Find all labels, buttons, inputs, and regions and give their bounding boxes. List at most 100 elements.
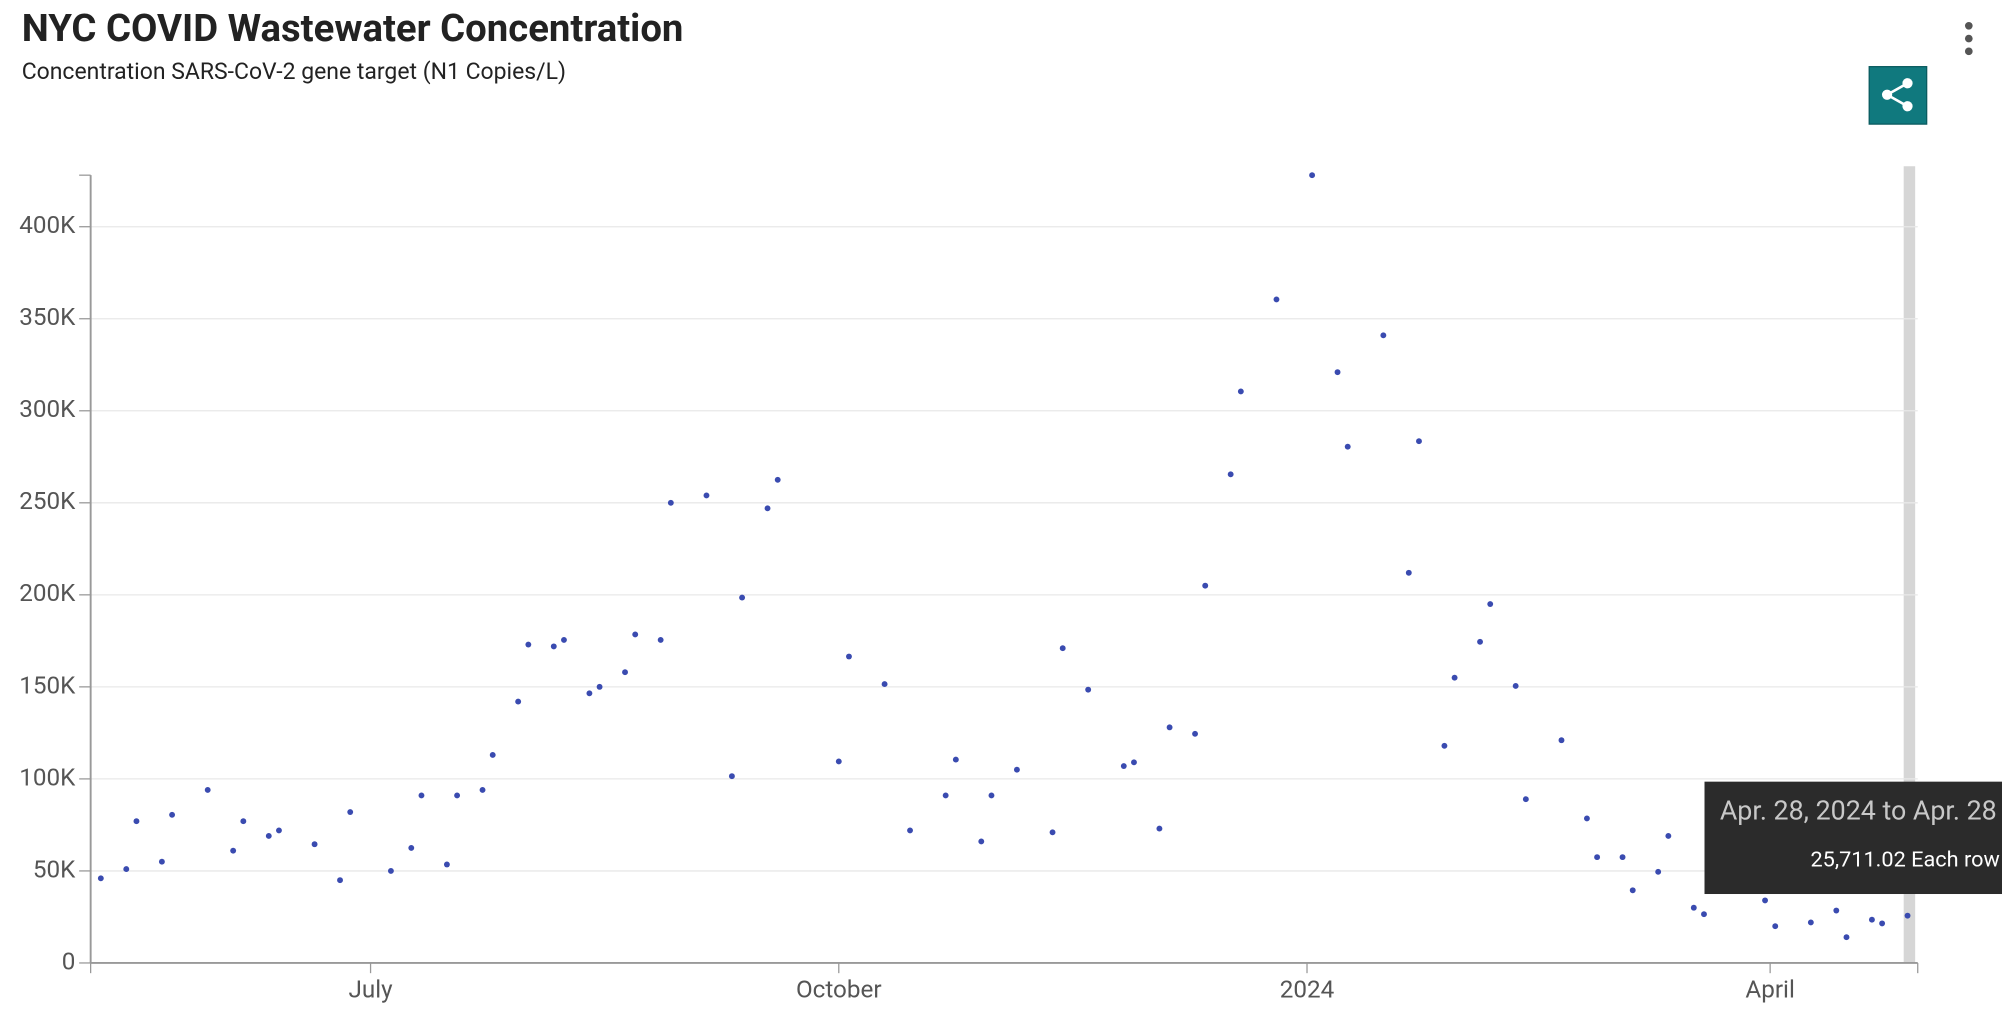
data-point <box>1227 471 1234 478</box>
data-point <box>988 792 995 799</box>
data-point <box>703 492 710 499</box>
data-point <box>97 875 104 882</box>
data-point <box>764 505 771 512</box>
data-point <box>204 787 211 793</box>
data-point <box>133 818 140 825</box>
x-tick-label: October <box>796 975 882 1003</box>
data-point <box>515 698 522 705</box>
data-point <box>1049 829 1056 836</box>
data-point <box>550 643 557 650</box>
data-point <box>337 877 343 884</box>
data-point <box>1665 833 1672 839</box>
data-point <box>1013 766 1020 773</box>
data-point <box>123 866 130 873</box>
data-point <box>657 636 664 643</box>
data-point <box>265 833 272 839</box>
data-point <box>846 653 852 660</box>
data-point <box>835 758 842 765</box>
data-point <box>978 838 985 845</box>
data-point <box>1629 887 1636 894</box>
data-point <box>1487 601 1494 607</box>
data-point <box>1451 674 1458 681</box>
data-point <box>408 844 415 851</box>
y-tick-label: 150K <box>19 671 76 699</box>
data-point <box>1131 759 1137 766</box>
data-point <box>1522 796 1529 803</box>
data-point <box>1344 443 1351 450</box>
data-point <box>387 867 394 874</box>
y-tick-label: 250K <box>19 487 76 515</box>
data-point <box>1772 923 1779 930</box>
data-point <box>311 841 318 848</box>
y-tick-label: 100K <box>19 763 76 791</box>
y-tick-label: 350K <box>19 303 76 331</box>
data-point <box>525 641 532 648</box>
share-button[interactable] <box>1868 66 1928 125</box>
data-point <box>1583 815 1590 822</box>
data-point <box>907 827 913 834</box>
data-point <box>169 811 176 818</box>
chart-title: NYC COVID Wastewater Concentration <box>22 6 684 51</box>
hover-band <box>1903 166 1916 963</box>
data-point <box>881 681 888 688</box>
data-point <box>586 690 593 697</box>
data-point <box>1405 569 1412 576</box>
data-point <box>1441 742 1448 749</box>
data-point <box>728 773 735 780</box>
data-point <box>1085 686 1092 693</box>
x-tick-label: 2024 <box>1280 975 1335 1003</box>
data-point <box>1843 934 1850 941</box>
data-point <box>561 636 567 643</box>
data-point <box>739 594 746 601</box>
data-point <box>1619 854 1626 861</box>
data-point <box>942 792 949 799</box>
data-point <box>1156 825 1163 832</box>
data-point <box>1690 904 1697 911</box>
y-tick-label: 400K <box>19 211 76 239</box>
data-point <box>418 792 425 799</box>
data-point <box>1416 438 1422 445</box>
chart-subtitle: Concentration SARS-CoV-2 gene target (N1… <box>22 58 566 85</box>
data-point <box>1059 645 1066 652</box>
data-point <box>1655 868 1662 875</box>
data-point <box>1380 332 1387 339</box>
data-point <box>1558 737 1565 744</box>
x-tick-label: July <box>349 975 394 1003</box>
menu-button[interactable] <box>1964 21 1973 56</box>
data-point <box>667 499 674 506</box>
data-point <box>1192 730 1198 737</box>
data-point <box>1904 912 1911 919</box>
data-point <box>1166 724 1173 731</box>
x-tick-label: April <box>1745 975 1794 1003</box>
data-point <box>1309 172 1316 179</box>
tooltip: Apr. 28, 2024 to Apr. 28 25,711.02 Each … <box>1704 781 2002 895</box>
data-point <box>632 631 639 638</box>
data-point <box>1237 388 1244 395</box>
y-tick-label: 50K <box>33 855 76 883</box>
tooltip-box <box>1704 781 2002 895</box>
y-tick-label: 200K <box>19 579 76 607</box>
data-point <box>1120 763 1127 769</box>
data-point <box>158 858 165 865</box>
data-point <box>1477 638 1483 645</box>
y-tick-label: 0 <box>62 947 76 975</box>
data-point <box>240 818 247 825</box>
data-point <box>443 861 450 868</box>
data-point <box>479 787 486 793</box>
data-point <box>1202 582 1209 589</box>
data-point <box>1879 920 1886 927</box>
data-point <box>276 827 282 834</box>
data-point <box>347 809 354 815</box>
data-point <box>1762 897 1768 904</box>
data-point <box>774 476 781 483</box>
data-point <box>1868 916 1875 923</box>
data-point <box>952 756 959 763</box>
data-point <box>1701 911 1707 918</box>
y-tick-label: 300K <box>19 395 76 423</box>
data-point <box>1334 369 1341 376</box>
data-point <box>1807 919 1814 926</box>
data-point <box>1594 854 1601 861</box>
data-point <box>1833 907 1840 914</box>
